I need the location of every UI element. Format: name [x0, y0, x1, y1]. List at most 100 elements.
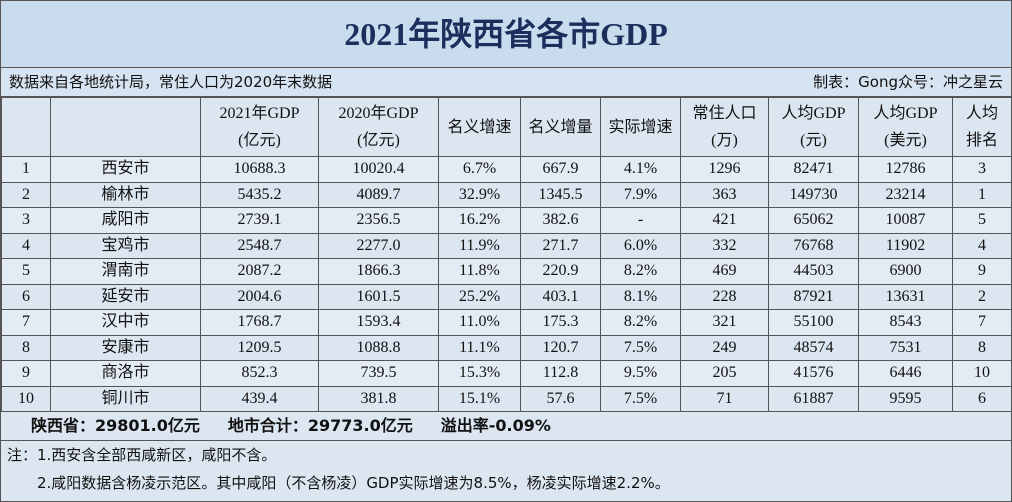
cell: 11.1% — [438, 334, 521, 361]
header-cell: 人均GDP (美元) — [858, 97, 953, 157]
cell: 2 — [952, 283, 1012, 310]
cell: 商洛市 — [50, 360, 201, 387]
header-cell: 实际增速 — [600, 97, 681, 157]
cell: 8.1% — [600, 283, 681, 310]
cell: 3 — [1, 207, 51, 234]
cell: 57.6 — [520, 385, 601, 412]
cell: 1593.4 — [318, 309, 439, 336]
cell: 12786 — [858, 156, 953, 183]
cell: 4.1% — [600, 156, 681, 183]
cell: 2277.0 — [318, 232, 439, 259]
cell: 2548.7 — [200, 232, 319, 259]
cell: 8543 — [858, 309, 953, 336]
cell: 2356.5 — [318, 207, 439, 234]
summary-item: 溢出率-0.09% — [440, 416, 551, 435]
cell: 渭南市 — [50, 258, 201, 285]
cell: 安康市 — [50, 334, 201, 361]
cell: 175.3 — [520, 309, 601, 336]
gdp-table: 2021年GDP (亿元) 2020年GDP (亿元) 名义增速 名义增量 实际增速 常住人口… — [1, 97, 1012, 412]
cell: 87921 — [768, 283, 859, 310]
cell: 8.2% — [600, 309, 681, 336]
cell: 61887 — [768, 385, 859, 412]
cell: 4 — [952, 232, 1012, 259]
cell: 363 — [680, 181, 769, 208]
table-row: 5 渭南市 2087.2 1866.3 11.8% 220.9 8.2% 469 44503 69… — [1, 258, 1012, 285]
cell: 5 — [952, 207, 1012, 234]
cell: 1 — [1, 156, 51, 183]
title: 2021年陕西省各市GDP — [1, 1, 1011, 68]
header-line: 名义增量 — [528, 118, 593, 136]
cell: 5435.2 — [200, 181, 319, 208]
cell: 1866.3 — [318, 258, 439, 285]
note: 注：1.西安含全部西咸新区，咸阳不含。 — [7, 446, 277, 464]
cell: 10087 — [858, 207, 953, 234]
cell: 16.2% — [438, 207, 521, 234]
header-cell — [1, 97, 51, 157]
cell: 76768 — [768, 232, 859, 259]
cell: 23214 — [858, 181, 953, 208]
header-cell: 2021年GDP (亿元) — [200, 97, 319, 157]
cell: 1345.5 — [520, 181, 601, 208]
header-cell — [50, 97, 201, 157]
table-row: 4 宝鸡市 2548.7 2277.0 11.9% 271.7 6.0% 332 76768 11… — [1, 232, 1012, 259]
cell: 11902 — [858, 232, 953, 259]
cell: 宝鸡市 — [50, 232, 201, 259]
table-row: 10 铜川市 439.4 381.8 15.1% 57.6 7.5% 71 61887 9595 6 — [1, 385, 1012, 412]
header-cell: 常住人口 (万) — [680, 97, 769, 157]
cell: 25.2% — [438, 283, 521, 310]
cell: 6.0% — [600, 232, 681, 259]
header-row: 2021年GDP (亿元) 2020年GDP (亿元) 名义增速 名义增量 实际增速 常住人口… — [1, 97, 1012, 157]
header-line: (美元) — [884, 132, 927, 149]
header-line: 常住人口 — [692, 105, 757, 122]
cell: 2004.6 — [200, 283, 319, 310]
cell: 6446 — [858, 360, 953, 387]
cell: 13631 — [858, 283, 953, 310]
cell: 7.5% — [600, 385, 681, 412]
cell: 205 — [680, 360, 769, 387]
header-line: (万) — [711, 132, 738, 149]
cell: 32.9% — [438, 181, 521, 208]
cell: 667.9 — [520, 156, 601, 183]
credit: 制表：Gong众号：冲之星云 — [813, 73, 1003, 91]
header-line: (亿元) — [357, 132, 400, 149]
cell: 咸阳市 — [50, 207, 201, 234]
cell: 7.5% — [600, 334, 681, 361]
cell: 65062 — [768, 207, 859, 234]
header-line: (元) — [800, 132, 827, 149]
cell: 7531 — [858, 334, 953, 361]
header-line: 人均GDP — [873, 105, 938, 122]
cell: 249 — [680, 334, 769, 361]
header-cell: 2020年GDP (亿元) — [318, 97, 439, 157]
header-cell: 名义增速 — [438, 97, 521, 157]
cell: 10 — [1, 385, 51, 412]
cell: 2739.1 — [200, 207, 319, 234]
note: 2.咸阳数据含杨凌示范区。其中咸阳（不含杨凌）GDP实际增速为8.5%，杨凌实际… — [37, 474, 670, 492]
cell: 4089.7 — [318, 181, 439, 208]
source: 数据来自各地统计局，常住人口为2020年末数据 — [9, 73, 333, 91]
header-line: 2020年GDP — [338, 105, 419, 122]
table-row: 1 西安市 10688.3 10020.4 6.7% 667.9 4.1% 1296 82471… — [1, 156, 1012, 183]
cell: 7 — [1, 309, 51, 336]
cell: 2 — [1, 181, 51, 208]
cell: 6900 — [858, 258, 953, 285]
header-cell: 人均GDP (元) — [768, 97, 859, 157]
cell: 6 — [952, 385, 1012, 412]
cell: 381.8 — [318, 385, 439, 412]
cell: 西安市 — [50, 156, 201, 183]
header-line: 2021年GDP — [219, 105, 300, 122]
notes: 注：1.西安含全部西咸新区，咸阳不含。 2.咸阳数据含杨凌示范区。其中咸阳（不含杨… — [1, 441, 1011, 497]
table-row: 9 商洛市 852.3 739.5 15.3% 112.8 9.5% 205 41576 6446… — [1, 360, 1012, 387]
cell: 739.5 — [318, 360, 439, 387]
table-row: 3 咸阳市 2739.1 2356.5 16.2% 382.6-421 65062 10087… — [1, 207, 1012, 234]
cell: 3 — [952, 156, 1012, 183]
cell: 120.7 — [520, 334, 601, 361]
cell: 44503 — [768, 258, 859, 285]
cell: 112.8 — [520, 360, 601, 387]
cell: 228 — [680, 283, 769, 310]
cell: 9 — [952, 258, 1012, 285]
cell: 6 — [1, 283, 51, 310]
header-line: (亿元) — [238, 132, 281, 149]
cell: 852.3 — [200, 360, 319, 387]
cell: 8.2% — [600, 258, 681, 285]
summary-item: 地市合计：29773.0亿元 — [227, 416, 413, 435]
